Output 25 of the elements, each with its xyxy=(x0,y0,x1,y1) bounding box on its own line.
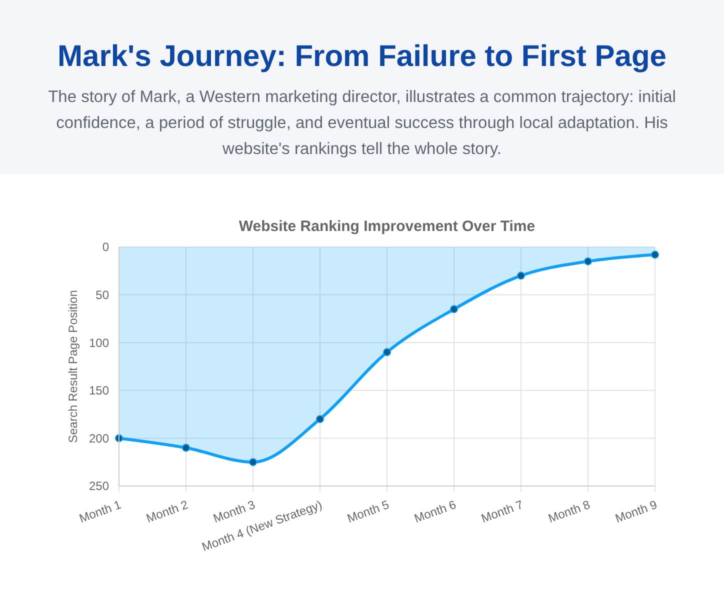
text: The story of Mark, a Western marketing director, illustrates a common trajectory: initial confidence, a period of struggle, and eventual success through local adaptation. His website's rankings tell the whole story. xyxy=(47,87,677,160)
y-tick-label: 100 xyxy=(88,336,110,350)
y-tick-label: 150 xyxy=(88,384,110,398)
chart-title: Website Ranking Improvement Over Time xyxy=(238,218,536,235)
point xyxy=(249,458,257,466)
y-tick-label: 0 xyxy=(102,240,110,254)
point xyxy=(651,250,659,259)
point xyxy=(182,444,190,452)
x-tick-label: Month 8 xyxy=(546,497,592,526)
y-tick-label: 200 xyxy=(88,431,110,446)
point xyxy=(584,257,592,266)
point xyxy=(383,348,391,356)
x-tick-label: Month 6 xyxy=(412,497,458,526)
point xyxy=(316,415,324,424)
point xyxy=(517,272,525,280)
x-tick-label: Month 1 xyxy=(77,497,124,526)
point xyxy=(450,305,458,314)
text: Mark's Journey: From Failure to First Page xyxy=(56,40,668,74)
y-tick-label: 250 xyxy=(88,479,110,494)
y-tick-label: 50 xyxy=(96,288,110,302)
x-tick-label: Month 9 xyxy=(613,497,660,526)
x-tick-label: Month 2 xyxy=(144,497,190,526)
y-axis-title: Search Result Page Position xyxy=(66,290,80,443)
x-tick-label: Month 7 xyxy=(479,497,526,526)
x-tick-label: Month 5 xyxy=(345,497,392,526)
